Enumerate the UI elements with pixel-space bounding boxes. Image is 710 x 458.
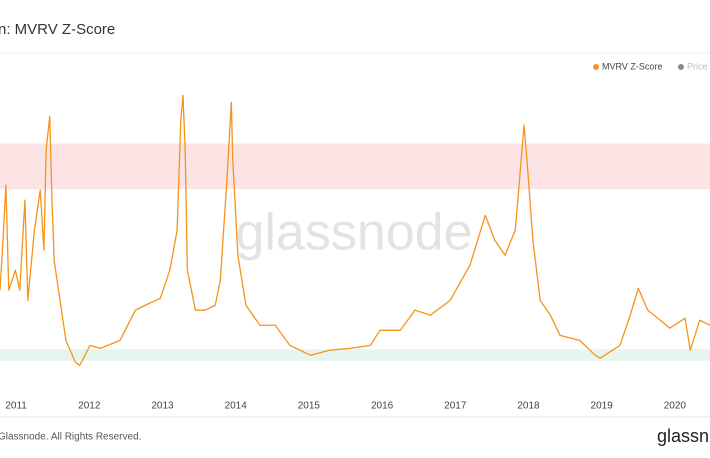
x-tick-label: 2014 [225, 401, 248, 412]
x-tick-label: 2019 [591, 401, 614, 412]
chart-title: n: MVRV Z-Score [0, 21, 115, 38]
legend-label: MVRV Z-Score [602, 61, 662, 71]
x-tick-label: 2018 [517, 401, 540, 412]
legend-marker [593, 64, 599, 70]
legend-marker [678, 64, 684, 70]
x-tick-label: 2015 [298, 401, 321, 412]
logo: glassn [657, 426, 709, 446]
x-tick-label: 2012 [78, 401, 101, 412]
zone-band [0, 349, 710, 361]
zone-band [0, 143, 710, 190]
legend-label: Price ( [687, 61, 710, 71]
footer-text: Glassnode. All Rights Reserved. [0, 432, 141, 443]
watermark: glassnode [235, 204, 472, 262]
x-tick-label: 2020 [664, 401, 687, 412]
x-tick-label: 2017 [444, 401, 467, 412]
series-line [0, 94, 710, 366]
x-tick-label: 2016 [371, 401, 394, 412]
x-tick-label: 2011 [5, 401, 27, 412]
x-tick-label: 2013 [151, 401, 174, 412]
